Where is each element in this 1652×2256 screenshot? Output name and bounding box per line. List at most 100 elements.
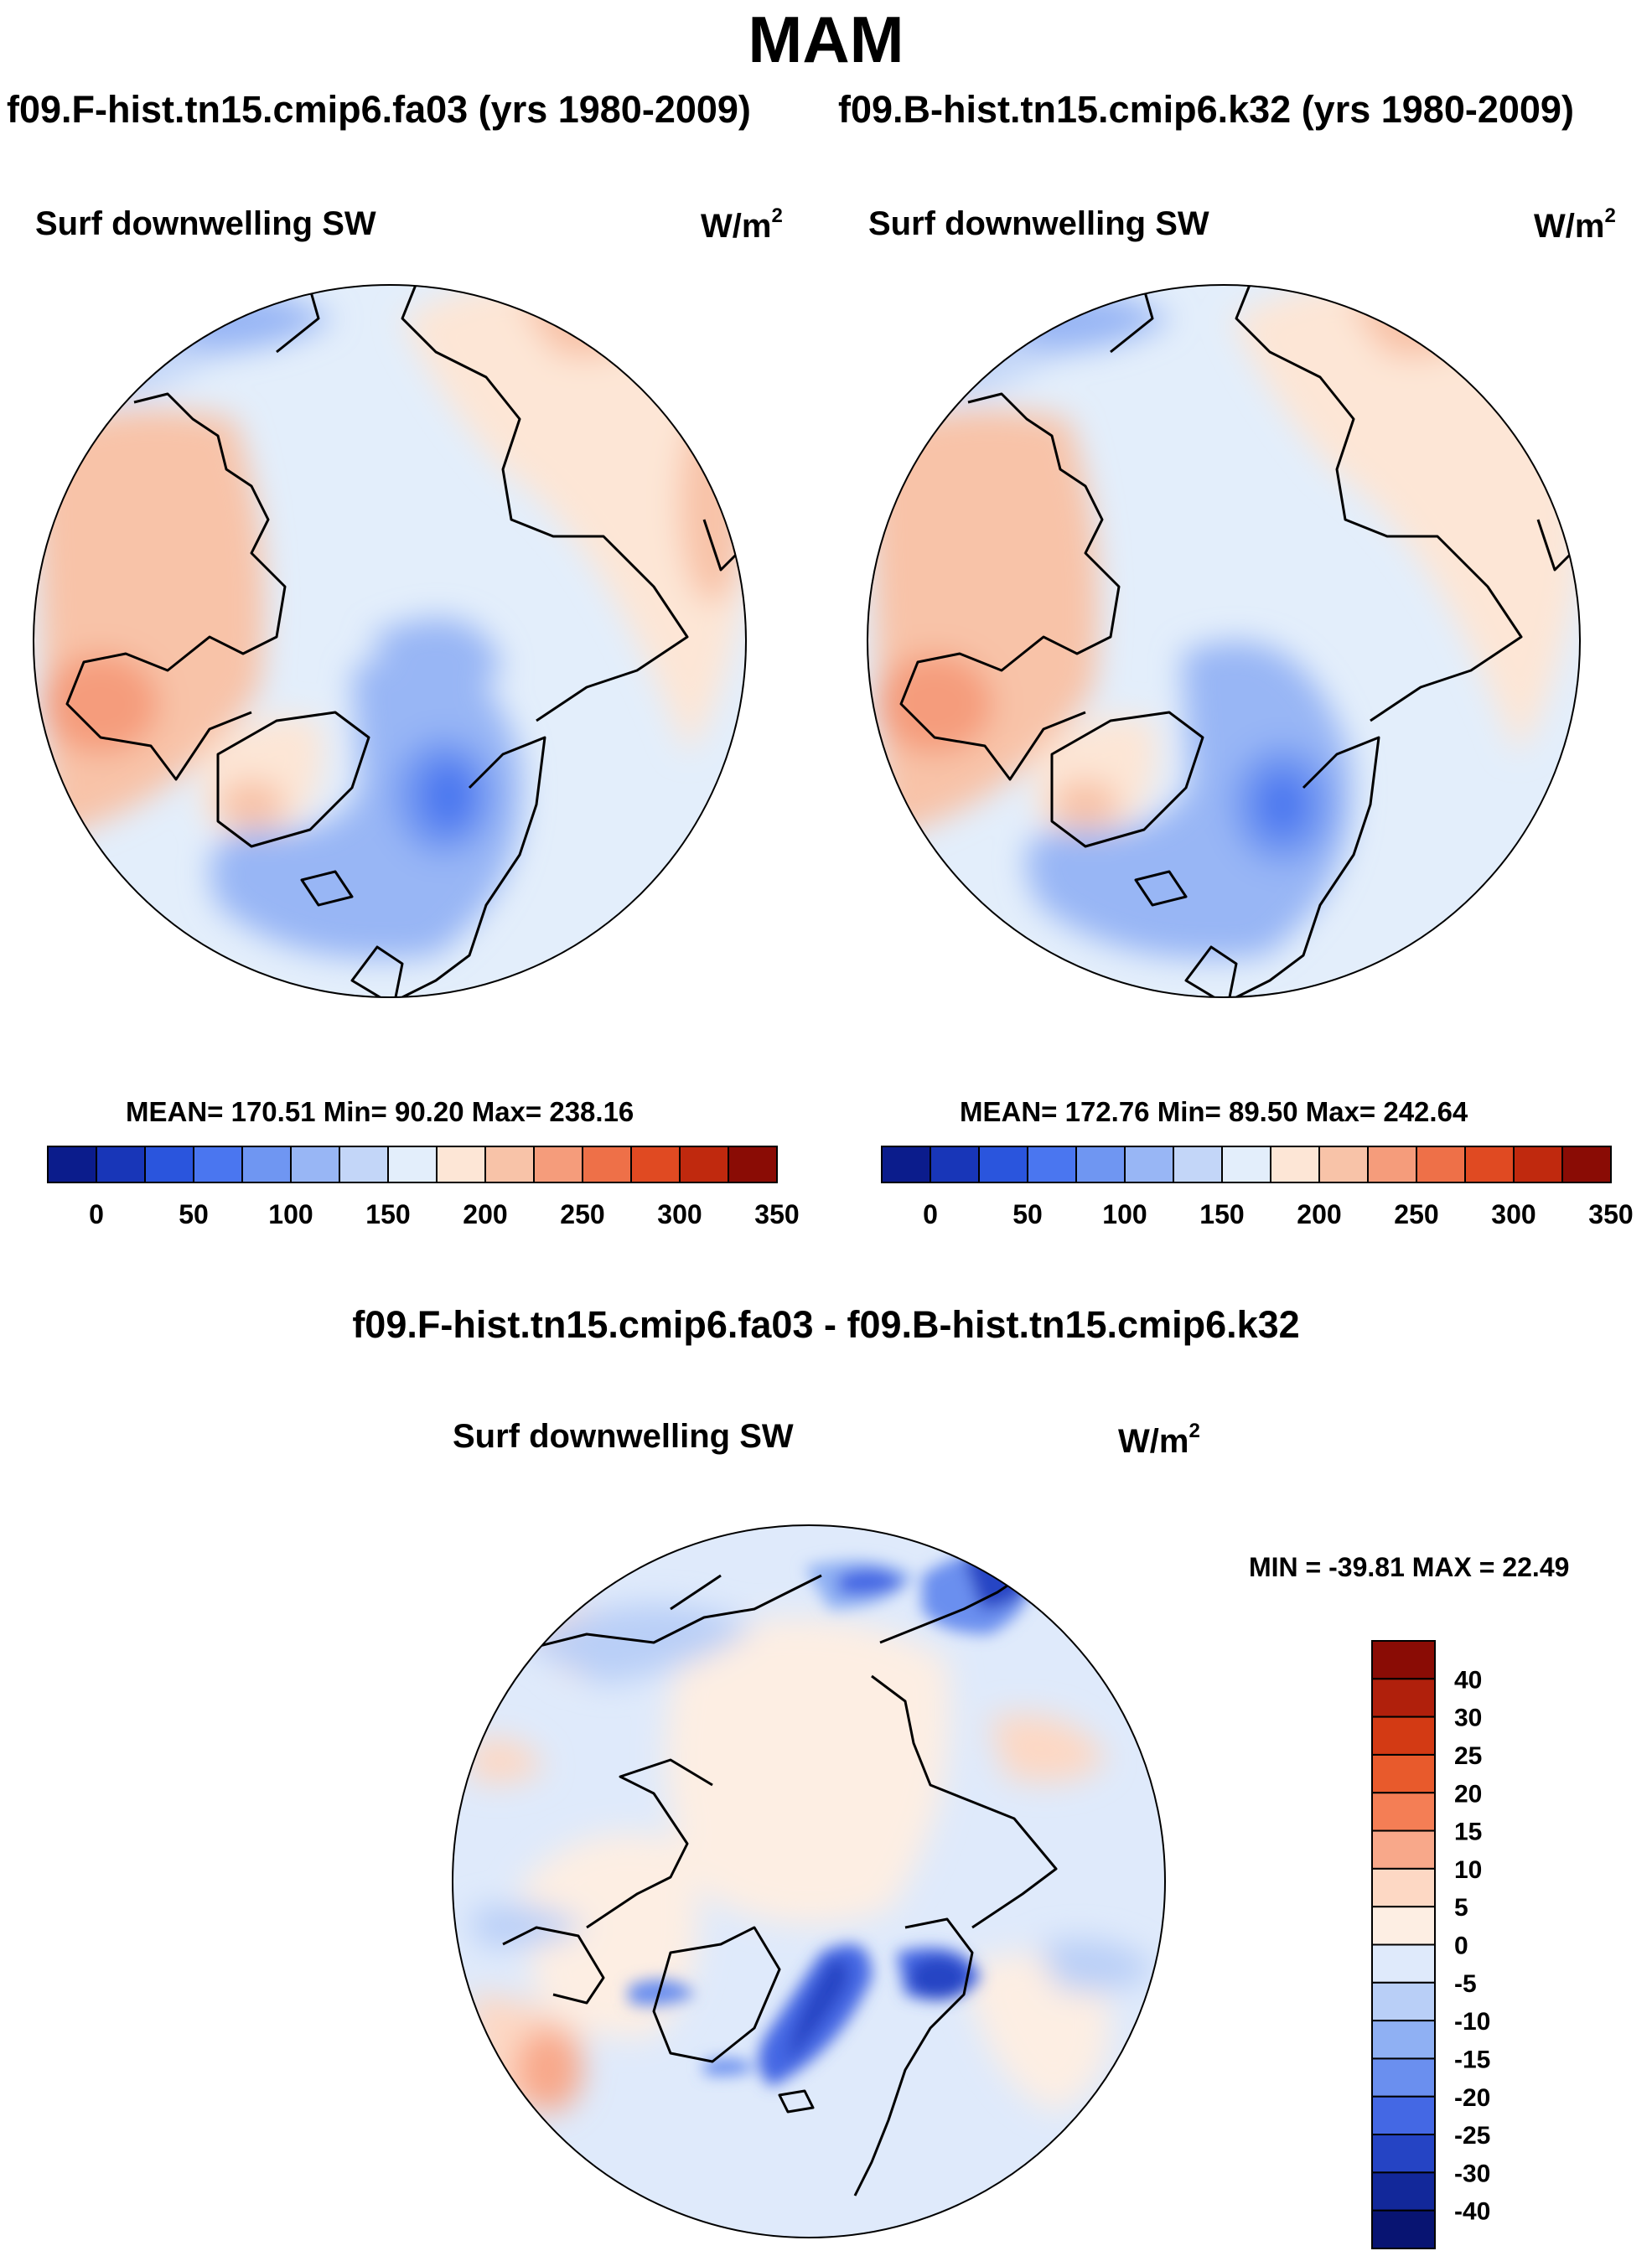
- colorbar-tick-label: 350: [754, 1199, 799, 1229]
- colorbar-tick-label: -10: [1454, 2008, 1490, 2036]
- right-stats: MEAN= 172.76 Min= 89.50 Max= 242.64: [960, 1096, 1468, 1127]
- colorbar-tick-label: 200: [463, 1199, 507, 1229]
- colorbar-box: [1371, 1943, 1436, 1984]
- colorbar-box: [978, 1146, 1028, 1183]
- colorbar-box: [1371, 2057, 1436, 2098]
- colorbar-tick-label: 250: [1394, 1199, 1438, 1229]
- colorbar-box: [1371, 1753, 1436, 1794]
- colorbar-tick-label: 250: [560, 1199, 604, 1229]
- colorbar-tick-label: 150: [365, 1199, 410, 1229]
- colorbar-box: [387, 1146, 438, 1183]
- colorbar-box: [1464, 1146, 1515, 1183]
- colorbar-tick-label: 50: [179, 1199, 209, 1229]
- colorbar-tick-label: 300: [1491, 1199, 1535, 1229]
- colorbar-box: [1371, 1829, 1436, 1870]
- diff-stats: MIN = -39.81 MAX = 22.49: [1249, 1552, 1570, 1582]
- colorbar-box: [1371, 1640, 1436, 1680]
- colorbar-box: [1371, 1906, 1436, 1946]
- colorbar-box: [1561, 1146, 1612, 1183]
- colorbar-tick-label: -25: [1454, 2122, 1490, 2150]
- colorbar-box: [1371, 1981, 1436, 2022]
- colorbar-box: [1371, 2209, 1436, 2249]
- colorbar-box: [582, 1146, 632, 1183]
- colorbar-box: [144, 1146, 194, 1183]
- left-colorbar: 0 50 100 150 200 250 300 350: [47, 1146, 800, 1229]
- left-units: W/m2: [701, 204, 783, 245]
- colorbar-box: [96, 1146, 146, 1183]
- colorbar-tick-label: -40: [1454, 2198, 1490, 2226]
- colorbar-box: [1124, 1146, 1174, 1183]
- colorbar-tick-label: 40: [1454, 1666, 1482, 1694]
- colorbar-box: [193, 1146, 243, 1183]
- right-coastlines: [899, 285, 1573, 997]
- colorbar-tick-label: 20: [1454, 1780, 1482, 1808]
- colorbar-box: [881, 1146, 931, 1183]
- colorbar-box: [47, 1146, 97, 1183]
- case-a-title: f09.F-hist.tn15.cmip6.fa03 (yrs 1980-200…: [7, 88, 751, 131]
- case-b-title: f09.B-hist.tn15.cmip6.k32 (yrs 1980-2009…: [838, 88, 1574, 131]
- colorbar-box: [1371, 1792, 1436, 1832]
- left-stats: MEAN= 170.51 Min= 90.20 Max= 238.16: [126, 1096, 634, 1127]
- colorbar-box: [1371, 1678, 1436, 1718]
- diff-map: [452, 1524, 1166, 2238]
- colorbar-box: [728, 1146, 778, 1183]
- diff-coastlines: [502, 1550, 1058, 2222]
- colorbar-box: [1270, 1146, 1320, 1183]
- colorbar-tick-label: -30: [1454, 2160, 1490, 2187]
- right-units: W/m2: [1534, 204, 1616, 245]
- colorbar-tick-label: 150: [1199, 1199, 1244, 1229]
- colorbar-tick-label: 100: [268, 1199, 313, 1229]
- colorbar-tick-label: -5: [1454, 1970, 1477, 1998]
- colorbar-tick-label: 0: [923, 1199, 938, 1229]
- right-colorbar: 0 50 100 150 200 250 300 350: [881, 1146, 1634, 1229]
- colorbar-box: [930, 1146, 980, 1183]
- colorbar-tick-label: 10: [1454, 1856, 1482, 1884]
- colorbar-tick-label: -15: [1454, 2046, 1490, 2073]
- colorbar-tick-label: 350: [1588, 1199, 1633, 1229]
- colorbar-box: [1027, 1146, 1077, 1183]
- colorbar-box: [241, 1146, 292, 1183]
- colorbar-box: [1371, 1867, 1436, 1908]
- colorbar-tick-label: 50: [1012, 1199, 1043, 1229]
- left-map: [33, 284, 747, 998]
- colorbar-box: [1221, 1146, 1271, 1183]
- colorbar-box: [1416, 1146, 1466, 1183]
- colorbar-box: [339, 1146, 389, 1183]
- colorbar-box: [1075, 1146, 1126, 1183]
- colorbar-box: [1513, 1146, 1563, 1183]
- colorbar-box: [1371, 1715, 1436, 1756]
- colorbar-box: [679, 1146, 729, 1183]
- colorbar-tick-label: 30: [1454, 1705, 1482, 1732]
- colorbar-tick-label: 15: [1454, 1819, 1482, 1846]
- colorbar-tick-label: 0: [89, 1199, 104, 1229]
- left-plot-title: Surf downwelling SW: [35, 205, 376, 242]
- colorbar-box: [290, 1146, 340, 1183]
- diff-map-border: [452, 1524, 1166, 2238]
- colorbar-box: [1367, 1146, 1417, 1183]
- left-map-border: [33, 284, 747, 998]
- colorbar-box: [533, 1146, 583, 1183]
- colorbar-box: [484, 1146, 535, 1183]
- colorbar-tick-label: 200: [1297, 1199, 1341, 1229]
- colorbar-box: [630, 1146, 681, 1183]
- colorbar-box: [1371, 2020, 1436, 2060]
- right-map-border: [867, 284, 1581, 998]
- colorbar-tick-label: 5: [1454, 1894, 1468, 1922]
- colorbar-tick-label: 25: [1454, 1742, 1482, 1770]
- colorbar-box: [1173, 1146, 1223, 1183]
- diff-units: W/m2: [1118, 1420, 1200, 1460]
- colorbar-tick-label: -20: [1454, 2084, 1490, 2112]
- colorbar-box: [1371, 2171, 1436, 2212]
- colorbar-tick-label: 100: [1102, 1199, 1147, 1229]
- colorbar-box: [1371, 2095, 1436, 2136]
- diff-title: f09.F-hist.tn15.cmip6.fa03 - f09.B-hist.…: [352, 1303, 1300, 1346]
- colorbar-tick-label: 300: [657, 1199, 702, 1229]
- diff-plot-title: Surf downwelling SW: [453, 1418, 794, 1455]
- season-title: MAM: [748, 3, 904, 76]
- colorbar-box: [1371, 2134, 1436, 2174]
- colorbar-box: [436, 1146, 486, 1183]
- diff-colorbar: 40 30 25 20 15 10 5 0 -5 -10 -15 -20 -25 -30 -40: [1371, 1640, 1490, 2249]
- left-coastlines: [65, 285, 739, 997]
